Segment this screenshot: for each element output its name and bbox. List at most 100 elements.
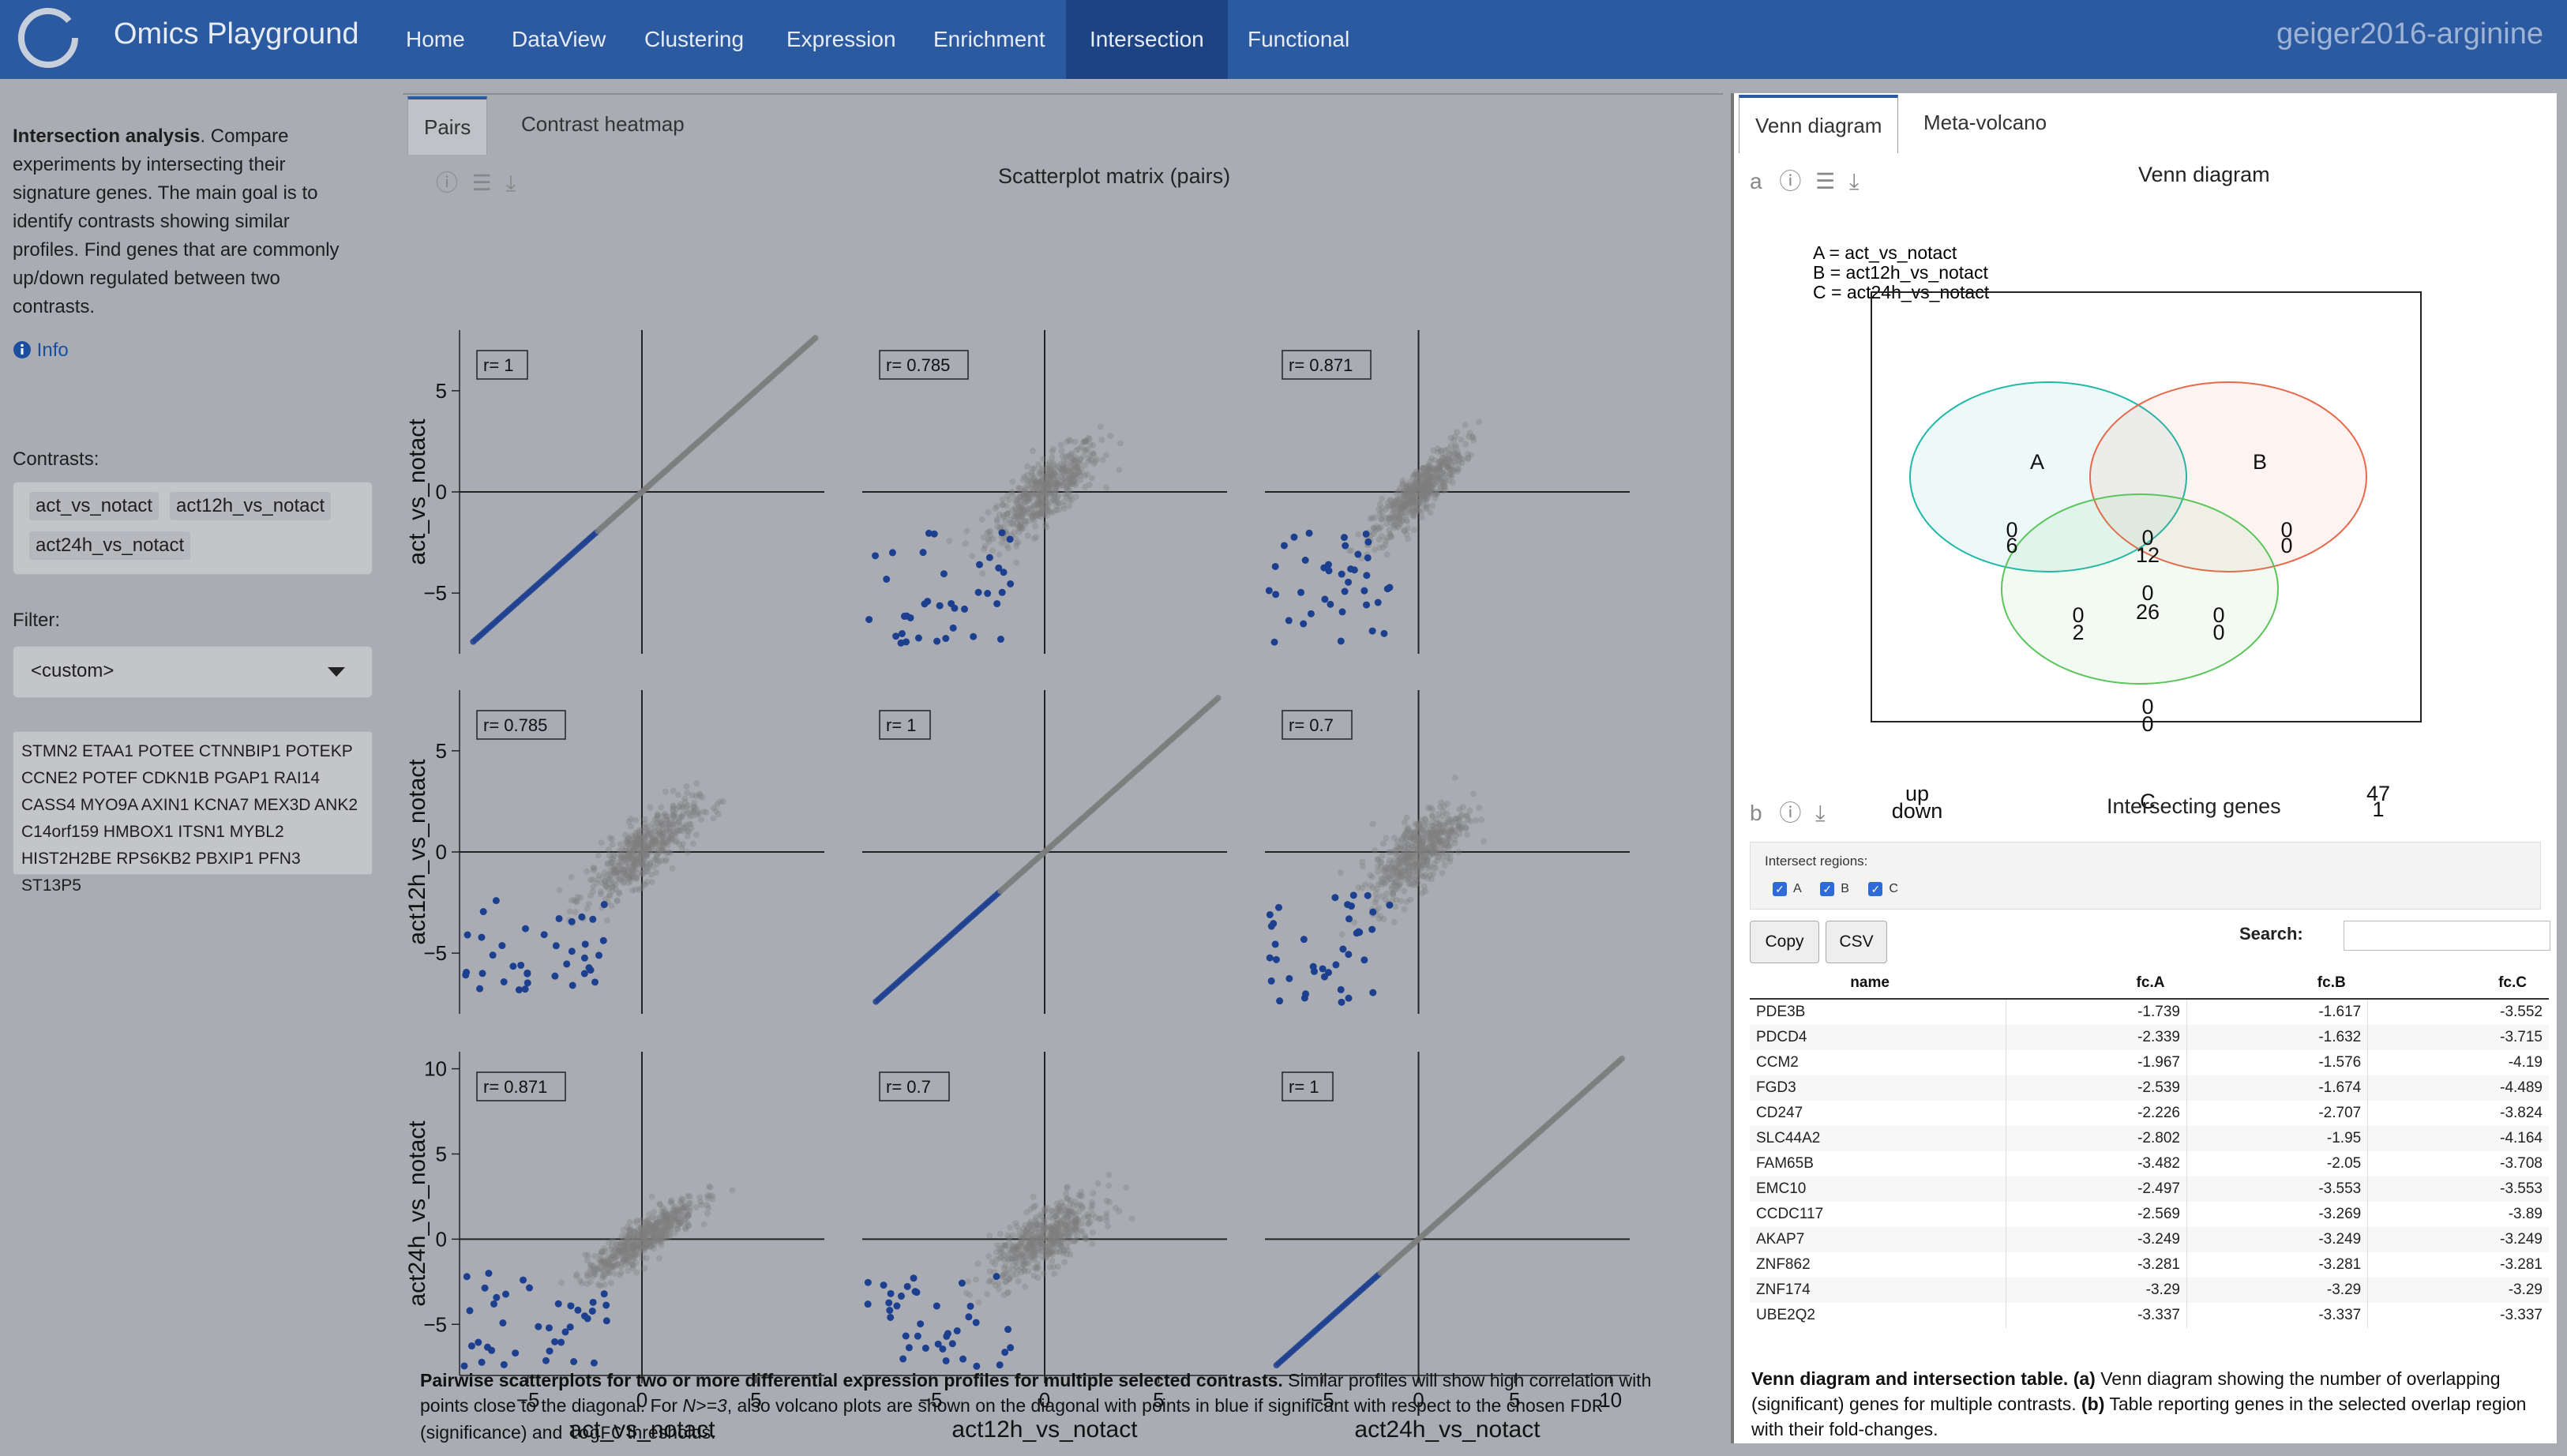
scatter-point — [1015, 528, 1023, 535]
download-icon[interactable]: ⤓ — [1815, 801, 1826, 825]
contrast-tag[interactable]: act_vs_notact — [29, 492, 159, 520]
contrast-tag[interactable]: act24h_vs_notact — [29, 531, 191, 560]
scatter-point — [1431, 470, 1438, 477]
table-row[interactable]: FAM65B -3.482 -2.05 -3.708 — [1750, 1151, 2549, 1176]
copy-button[interactable]: Copy — [1750, 921, 1819, 963]
menu-icon[interactable]: ☰ — [1815, 169, 1836, 193]
scatter-point — [612, 865, 619, 872]
checkbox-c[interactable]: ✓ — [1868, 882, 1883, 896]
checkbox-b[interactable]: ✓ — [1820, 882, 1835, 896]
csv-button[interactable]: CSV — [1826, 921, 1887, 963]
tab-meta-volcano[interactable]: Meta-volcano — [1923, 111, 2047, 134]
scatter-point — [1047, 465, 1054, 472]
scatter-point — [633, 842, 640, 850]
brand-name[interactable]: Omics Playground — [114, 17, 359, 51]
table-row[interactable]: PDE3B -1.739 -1.617 -3.552 — [1750, 999, 2549, 1025]
column-header-fc-a[interactable]: fc.A — [2006, 968, 2187, 1000]
nav-dataview[interactable]: DataView — [512, 27, 606, 51]
info-icon[interactable]: ⓘ — [436, 171, 459, 195]
scatter-point — [1021, 1267, 1028, 1274]
scatter-matrix-chart: r= 1 r= 0.785 r= 0.87150−5act_vs_notactr= … — [404, 330, 1630, 1443]
scatter-point — [1053, 502, 1060, 509]
scatter-point — [622, 838, 629, 845]
nav-home[interactable]: Home — [406, 27, 465, 51]
info-link[interactable]: Info — [13, 340, 69, 362]
nav-intersection[interactable]: Intersection — [1066, 0, 1228, 79]
scatter-point — [1445, 463, 1452, 471]
table-row[interactable]: SLC44A2 -2.802 -1.95 -4.164 — [1750, 1126, 2549, 1151]
scatter-point — [599, 873, 606, 880]
table-row[interactable]: CCM2 -1.967 -1.576 -4.19 — [1750, 1050, 2549, 1075]
significant-point — [1338, 608, 1346, 616]
scatter-point — [584, 868, 591, 875]
table-row[interactable]: CCDC117 -2.569 -3.269 -3.89 — [1750, 1202, 2549, 1227]
significant-point — [1272, 955, 1280, 963]
table-row[interactable]: FGD3 -2.539 -1.674 -4.489 — [1750, 1075, 2549, 1101]
scatter-point — [644, 843, 651, 850]
table-row[interactable]: ZNF174 -3.29 -3.29 -3.29 — [1750, 1278, 2549, 1303]
scatter-point — [599, 880, 606, 887]
filter-value: <custom> — [31, 660, 114, 681]
nav-functional[interactable]: Functional — [1248, 27, 1350, 51]
scatter-point — [693, 811, 700, 818]
scatter-point — [647, 843, 655, 850]
tab-contrast-heatmap[interactable]: Contrast heatmap — [521, 112, 685, 136]
scatter-point — [670, 812, 677, 819]
table-row[interactable]: PDCD4 -2.339 -1.632 -3.715 — [1750, 1025, 2549, 1050]
scatter-point — [1084, 446, 1091, 453]
nav-clustering[interactable]: Clustering — [644, 27, 745, 51]
scatter-point — [613, 869, 620, 876]
scatter-point — [635, 856, 642, 863]
scatter-point — [1398, 509, 1405, 516]
scatter-point — [1391, 872, 1398, 879]
info-icon[interactable]: ⓘ — [1779, 169, 1802, 193]
scatter-point — [615, 866, 622, 873]
filter-select[interactable]: <custom> — [13, 646, 373, 698]
scatter-point — [607, 1279, 614, 1286]
scatter-point — [993, 516, 1000, 523]
tab-pairs[interactable]: Pairs — [407, 96, 488, 155]
table-row[interactable]: EMC10 -2.497 -3.553 -3.553 — [1750, 1176, 2549, 1202]
scatter-point — [658, 804, 665, 811]
tab-venn-diagram[interactable]: Venn diagram — [1739, 95, 1899, 153]
scatter-point — [1067, 464, 1074, 471]
significant-point — [880, 1282, 888, 1289]
table-row[interactable]: UBE2Q2 -3.337 -3.337 -3.337 — [1750, 1303, 2549, 1328]
scatter-point — [1046, 488, 1053, 495]
scatter-point — [1441, 475, 1448, 482]
contrast-tag[interactable]: act12h_vs_notact — [170, 492, 332, 520]
scatter-point — [630, 856, 637, 863]
scatter-point — [1383, 551, 1390, 558]
table-row[interactable]: CD247 -2.226 -2.707 -3.824 — [1750, 1101, 2549, 1126]
scatter-point — [641, 843, 648, 850]
scatter-point — [623, 859, 630, 866]
column-header-fc-b[interactable]: fc.B — [2186, 968, 2368, 1000]
column-header-name[interactable]: name — [1750, 968, 2006, 1000]
scatter-point — [1049, 471, 1056, 478]
scatter-point — [649, 1214, 656, 1221]
nav-expression[interactable]: Expression — [786, 27, 896, 51]
menu-icon[interactable]: ☰ — [471, 171, 492, 195]
contrasts-selector[interactable]: act_vs_notact act12h_vs_notact act24h_vs… — [13, 482, 373, 575]
table-row[interactable]: ZNF862 -3.281 -3.281 -3.281 — [1750, 1252, 2549, 1278]
download-icon[interactable]: ⤓ — [505, 171, 516, 195]
download-icon[interactable]: ⤓ — [1849, 169, 1860, 193]
scatter-point — [638, 884, 645, 891]
scatter-point — [981, 542, 989, 550]
venn-down-label: down — [1892, 799, 1943, 823]
scatter-point — [985, 535, 992, 542]
search-input[interactable] — [2344, 921, 2550, 951]
checkbox-a[interactable]: ✓ — [1773, 882, 1787, 896]
info-label[interactable]: Info — [36, 340, 69, 361]
scatter-point — [1382, 514, 1389, 521]
gene-list-textarea[interactable]: STMN2 ETAA1 POTEE CTNNBIP1 POTEKP CCNE2 … — [13, 731, 373, 895]
scatter-point — [1050, 469, 1057, 476]
nav-enrichment[interactable]: Enrichment — [933, 27, 1045, 51]
table-row[interactable]: AKAP7 -3.249 -3.249 -3.249 — [1750, 1227, 2549, 1252]
scatter-point — [589, 888, 596, 895]
column-header-fc-c[interactable]: fc.C — [2367, 968, 2549, 1000]
scatter-point — [1395, 512, 1402, 519]
scatter-point — [1414, 847, 1421, 854]
info-icon[interactable]: ⓘ — [1779, 801, 1802, 825]
scatter-point — [1064, 483, 1071, 490]
